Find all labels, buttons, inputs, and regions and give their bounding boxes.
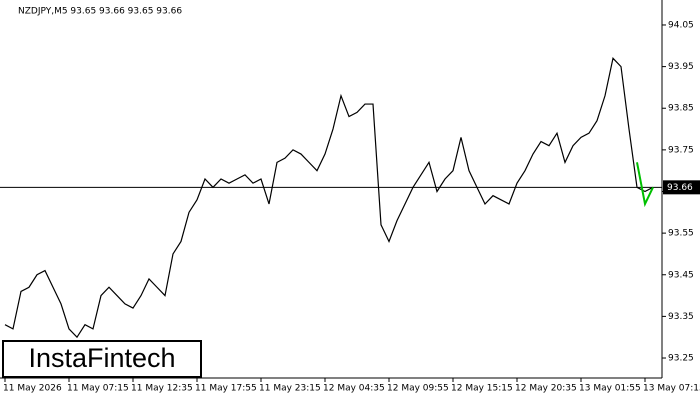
y-tick-label: 93.55 [668, 229, 694, 239]
x-tick-label: 13 May 07:15 [643, 384, 700, 394]
price-line [4, 57, 654, 339]
x-tick-label: 12 May 09:55 [387, 384, 449, 394]
y-tick-label: 93.45 [668, 270, 694, 280]
y-tick-label: 93.25 [668, 354, 694, 364]
x-tick-label: 11 May 17:55 [195, 384, 257, 394]
x-tick-label: 12 May 04:35 [323, 384, 385, 394]
x-tick-label: 13 May 01:55 [579, 384, 641, 394]
current-price-box [663, 180, 700, 195]
y-tick-label: 93.85 [668, 104, 694, 114]
x-tick-label: 12 May 20:35 [515, 384, 577, 394]
y-tick-label: 93.95 [668, 62, 694, 72]
y-tick-label: 93.75 [668, 145, 694, 155]
x-tick-label: 12 May 15:15 [451, 384, 513, 394]
chart-title: NZDJPY,M5 93.65 93.66 93.65 93.66 [18, 7, 182, 17]
price-line [636, 162, 654, 208]
x-tick-label: 11 May 2026 [3, 384, 62, 394]
logo-box [2, 340, 202, 378]
y-tick-label: 93.35 [668, 312, 694, 322]
y-tick-label: 94.05 [668, 20, 694, 30]
x-tick-label: 11 May 12:35 [131, 384, 193, 394]
x-tick-label: 11 May 07:15 [67, 384, 129, 394]
logo: InstaFintech [28, 343, 175, 373]
x-tick-label: 11 May 23:15 [259, 384, 321, 394]
current-price-label: 93.66 [667, 183, 693, 193]
